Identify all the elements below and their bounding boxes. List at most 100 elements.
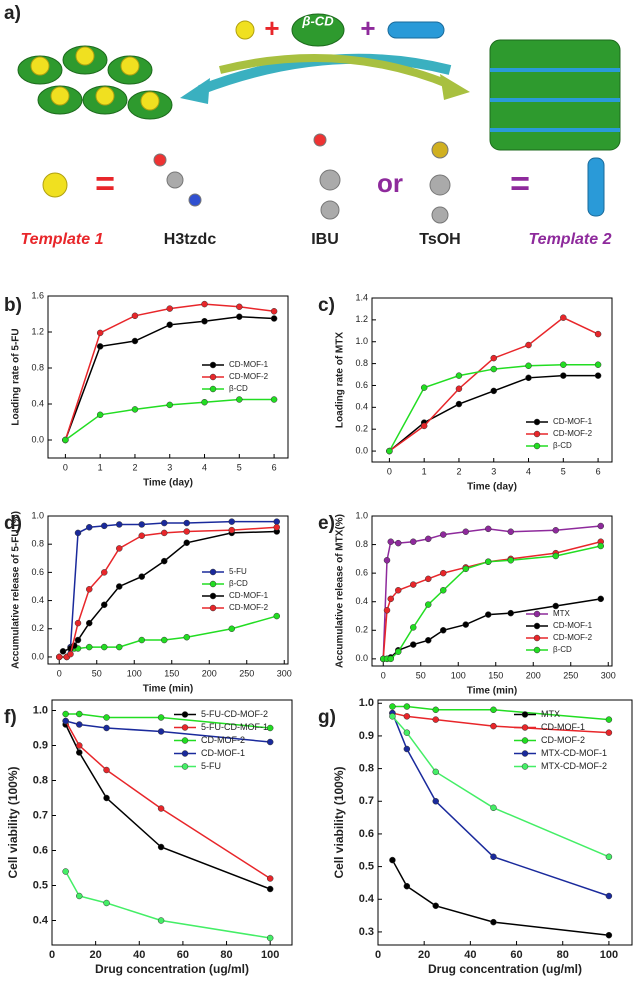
data-point <box>270 315 278 322</box>
y-tick-label: 0.5 <box>33 879 48 891</box>
data-point <box>560 361 567 368</box>
y-axis-label: Accumulative release of 5-FU (%) <box>11 511 22 669</box>
legend-swatch <box>533 634 541 642</box>
x-tick-label: 0 <box>63 462 68 472</box>
y-tick-label: 0.8 <box>359 763 374 775</box>
data-point <box>74 636 82 644</box>
data-point <box>605 853 613 861</box>
scheme: a) + β-CD + = <box>4 3 621 248</box>
data-point <box>183 633 190 641</box>
plot-frame <box>47 295 289 459</box>
data-point <box>270 308 278 315</box>
y-tick-label: 0.4 <box>31 595 44 605</box>
legend-swatch <box>533 622 541 630</box>
data-point <box>266 738 274 746</box>
chart: d) 0.0 0.2 0.4 0.6 0.8 1.0 0 50 100 150 200 250 300 Ti… <box>4 510 292 694</box>
data-point <box>560 372 567 379</box>
equals: = <box>510 165 530 203</box>
y-tick-label: 0.6 <box>33 844 48 856</box>
legend: CD-MOF-1 CD-MOF-2 β-CD <box>202 360 269 393</box>
y-tick-label: 0.6 <box>355 568 368 578</box>
x-axis-label: Time (min) <box>467 686 517 697</box>
data-point <box>270 396 278 403</box>
legend-label: CD-MOF-1 <box>229 591 269 600</box>
data-point <box>605 931 613 939</box>
legend-swatch <box>533 646 541 654</box>
y-tick-label: 0.9 <box>359 730 374 742</box>
data-point <box>201 300 208 308</box>
x-tick-label: 3 <box>491 466 496 476</box>
y-tick-label: 0.4 <box>33 914 49 926</box>
data-point <box>490 365 497 373</box>
x-tick-label: 100 <box>261 949 279 961</box>
x-axis-label: Drug concentration (ug/ml) <box>428 962 582 976</box>
data-point <box>387 655 394 663</box>
x-tick-label: 4 <box>202 462 207 472</box>
cd-label: β-CD <box>301 13 334 28</box>
x-tick-label: 200 <box>202 668 217 678</box>
y-axis-label: Cell viability (100%) <box>6 766 20 878</box>
legend-swatch <box>209 373 217 381</box>
data-point <box>395 587 402 594</box>
data-point <box>157 728 165 735</box>
x-tick-label: 50 <box>92 668 102 678</box>
y-tick-label: 1.0 <box>355 336 368 346</box>
data-point <box>76 721 83 728</box>
x-tick-label: 5 <box>237 462 242 472</box>
y-tick-label: 1.2 <box>31 326 44 336</box>
y-axis-label: Accumulative release of MTX(%) <box>335 514 346 668</box>
data-point <box>455 372 463 379</box>
data-point <box>116 545 123 552</box>
data-point <box>386 447 393 455</box>
data-point <box>485 525 492 533</box>
data-point <box>273 524 280 531</box>
x-tick-label: 2 <box>132 462 137 472</box>
data-point <box>403 729 411 736</box>
data-point <box>462 565 469 573</box>
template-2-assembly <box>489 39 621 151</box>
legend-swatch <box>533 442 541 450</box>
legend-swatch <box>209 385 217 393</box>
plot-frame <box>377 699 633 946</box>
legend-swatch <box>209 568 217 576</box>
data-point <box>387 538 394 545</box>
data-point <box>116 521 123 528</box>
x-tick-label: 80 <box>557 949 569 961</box>
series-line <box>64 871 271 939</box>
legend-label: CD-MOF-1 <box>229 360 269 369</box>
data-point <box>131 406 139 413</box>
legend-label: CD-MOF-1 <box>201 748 245 758</box>
data-point <box>157 843 165 851</box>
legend-label: CD-MOF-2 <box>201 735 245 745</box>
series-line <box>388 374 599 452</box>
data-point <box>552 602 559 610</box>
x-tick-label: 1 <box>98 462 103 472</box>
x-tick-label: 20 <box>90 949 102 961</box>
x-tick-label: 0 <box>375 949 381 961</box>
y-axis-label: Loading rate of MTX <box>335 332 346 428</box>
legend-label: CD-MOF-2 <box>541 735 585 745</box>
legend-swatch <box>181 724 189 731</box>
data-point <box>410 624 417 631</box>
x-tick-label: 0 <box>57 668 62 678</box>
data-point <box>490 354 497 362</box>
x-axis-label: Time (day) <box>143 478 193 489</box>
legend-swatch <box>209 604 217 612</box>
data-point <box>455 400 463 408</box>
data-point <box>166 305 173 312</box>
data-point <box>236 396 243 403</box>
data-point <box>266 724 274 732</box>
y-tick-label: 0.4 <box>355 596 368 606</box>
plus: + <box>360 13 375 43</box>
x-axis-label: Drug concentration (ug/ml) <box>95 962 249 976</box>
data-point <box>228 518 235 525</box>
data-point <box>605 716 613 723</box>
data-point <box>266 934 274 942</box>
legend-swatch <box>209 361 217 369</box>
legend-label: MTX-CD-MOF-1 <box>541 748 607 758</box>
chart: g) 0.3 0.4 0.5 0.6 0.7 0.8 0.9 1.0 0 20 40 60 80 100 Dr… <box>318 697 633 976</box>
x-tick-label: 100 <box>451 670 466 680</box>
plus: + <box>264 13 279 43</box>
data-point <box>138 573 145 580</box>
y-tick-label: 0.8 <box>31 362 44 372</box>
